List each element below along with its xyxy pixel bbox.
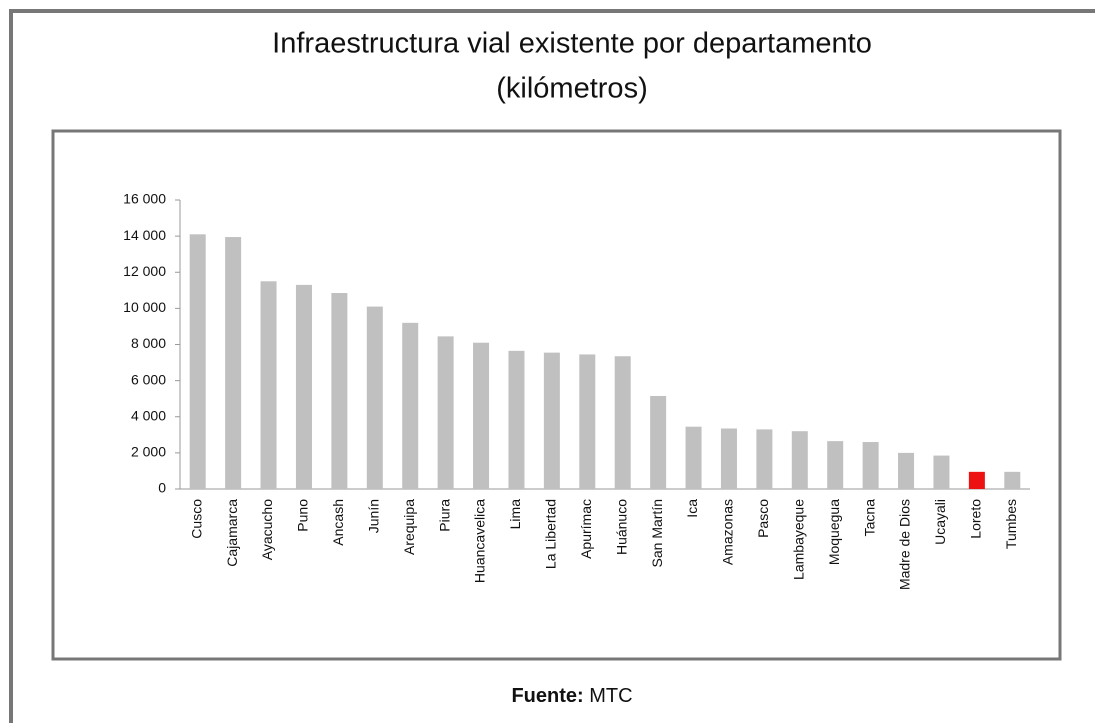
bar <box>650 395 667 489</box>
bar <box>614 356 631 489</box>
x-tick-label: San Martín <box>649 499 665 567</box>
x-tick-label: Tacna <box>861 499 877 537</box>
x-tick-label: Arequipa <box>401 499 417 555</box>
y-tick-label: 10 000 <box>123 299 166 315</box>
x-tick-label: Loreto <box>968 499 984 539</box>
x-tick-label: Ancash <box>330 499 346 546</box>
bar <box>756 429 773 489</box>
x-tick-label: Piura <box>436 499 452 532</box>
y-tick-label: 2 000 <box>131 444 166 460</box>
x-tick-label: Ucayali <box>932 499 948 545</box>
x-tick-label: La Libertad <box>543 499 559 569</box>
bar <box>968 471 985 489</box>
bar <box>1004 471 1021 489</box>
y-tick-label: 12 000 <box>123 263 166 279</box>
bar <box>543 352 560 489</box>
x-tick-label: Puno <box>295 499 311 532</box>
bar <box>402 322 419 489</box>
bar <box>791 431 808 489</box>
x-tick-label: Pasco <box>755 499 771 538</box>
source: Fuente: MTC <box>511 685 632 707</box>
bar <box>366 306 383 489</box>
x-tick-label: Lambayeque <box>790 499 806 580</box>
y-tick-label: 0 <box>158 480 166 496</box>
bar <box>827 441 844 489</box>
bar <box>720 428 737 489</box>
bar <box>437 336 454 489</box>
source-label: Fuente: <box>511 685 583 707</box>
x-tick-label: Apurímac <box>578 499 594 559</box>
y-tick-label: 8 000 <box>131 335 166 351</box>
chart-title: Infraestructura vial existente por depar… <box>272 28 872 60</box>
bar <box>933 455 950 489</box>
bar <box>331 293 348 489</box>
x-tick-label: Lima <box>507 499 523 530</box>
bar <box>295 284 312 489</box>
x-tick-label: Junín <box>365 499 381 533</box>
y-tick-label: 4 000 <box>131 407 166 423</box>
x-tick-label: Tumbes <box>1003 499 1019 549</box>
bar <box>225 237 242 489</box>
x-tick-label: Ica <box>684 499 700 518</box>
bar <box>898 452 915 489</box>
x-tick-label: Huancavelica <box>472 499 488 583</box>
x-tick-label: Moquegua <box>826 499 842 565</box>
bar <box>508 350 525 489</box>
x-tick-label: Cusco <box>188 499 204 539</box>
y-tick-label: 14 000 <box>123 227 166 243</box>
bar <box>685 426 702 489</box>
bar <box>189 234 206 489</box>
bar <box>473 342 490 489</box>
x-tick-label: Amazonas <box>720 499 736 565</box>
y-tick-label: 6 000 <box>131 371 166 387</box>
x-tick-label: Madre de Dios <box>897 499 913 590</box>
chart-subtitle: (kilómetros) <box>496 73 647 105</box>
outer-frame <box>9 9 1095 728</box>
y-tick-label: 16 000 <box>123 191 166 207</box>
bar <box>579 354 596 489</box>
bar <box>260 281 277 489</box>
bar <box>862 442 879 489</box>
x-tick-label: Ayacucho <box>259 499 275 560</box>
x-tick-label: Huánuco <box>613 499 629 555</box>
source-text: MTC <box>589 685 632 707</box>
x-tick-label: Cajamarca <box>224 499 240 567</box>
